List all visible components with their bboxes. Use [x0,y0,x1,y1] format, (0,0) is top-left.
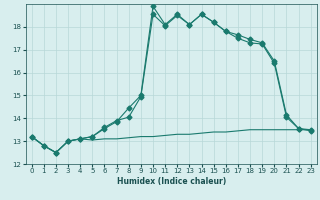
X-axis label: Humidex (Indice chaleur): Humidex (Indice chaleur) [116,177,226,186]
